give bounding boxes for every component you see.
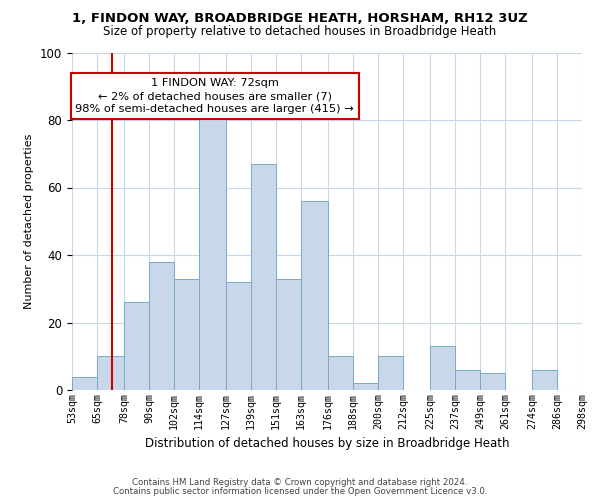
Text: Contains public sector information licensed under the Open Government Licence v3: Contains public sector information licen… bbox=[113, 487, 487, 496]
Bar bbox=[276, 278, 301, 390]
Bar bbox=[226, 282, 251, 390]
Bar bbox=[378, 356, 403, 390]
Bar bbox=[353, 383, 378, 390]
Bar bbox=[455, 370, 480, 390]
Bar bbox=[430, 346, 455, 390]
Bar bbox=[301, 201, 328, 390]
Bar bbox=[72, 376, 97, 390]
Bar bbox=[124, 302, 149, 390]
Y-axis label: Number of detached properties: Number of detached properties bbox=[25, 134, 34, 309]
X-axis label: Distribution of detached houses by size in Broadbridge Heath: Distribution of detached houses by size … bbox=[145, 437, 509, 450]
Bar bbox=[328, 356, 353, 390]
Bar bbox=[97, 356, 124, 390]
Bar bbox=[532, 370, 557, 390]
Text: Contains HM Land Registry data © Crown copyright and database right 2024.: Contains HM Land Registry data © Crown c… bbox=[132, 478, 468, 487]
Bar bbox=[251, 164, 276, 390]
Text: 1, FINDON WAY, BROADBRIDGE HEATH, HORSHAM, RH12 3UZ: 1, FINDON WAY, BROADBRIDGE HEATH, HORSHA… bbox=[72, 12, 528, 26]
Bar bbox=[174, 278, 199, 390]
Bar bbox=[480, 373, 505, 390]
Text: Size of property relative to detached houses in Broadbridge Heath: Size of property relative to detached ho… bbox=[103, 25, 497, 38]
Text: 1 FINDON WAY: 72sqm
← 2% of detached houses are smaller (7)
98% of semi-detached: 1 FINDON WAY: 72sqm ← 2% of detached hou… bbox=[76, 78, 354, 114]
Bar bbox=[199, 114, 226, 390]
Bar bbox=[149, 262, 174, 390]
